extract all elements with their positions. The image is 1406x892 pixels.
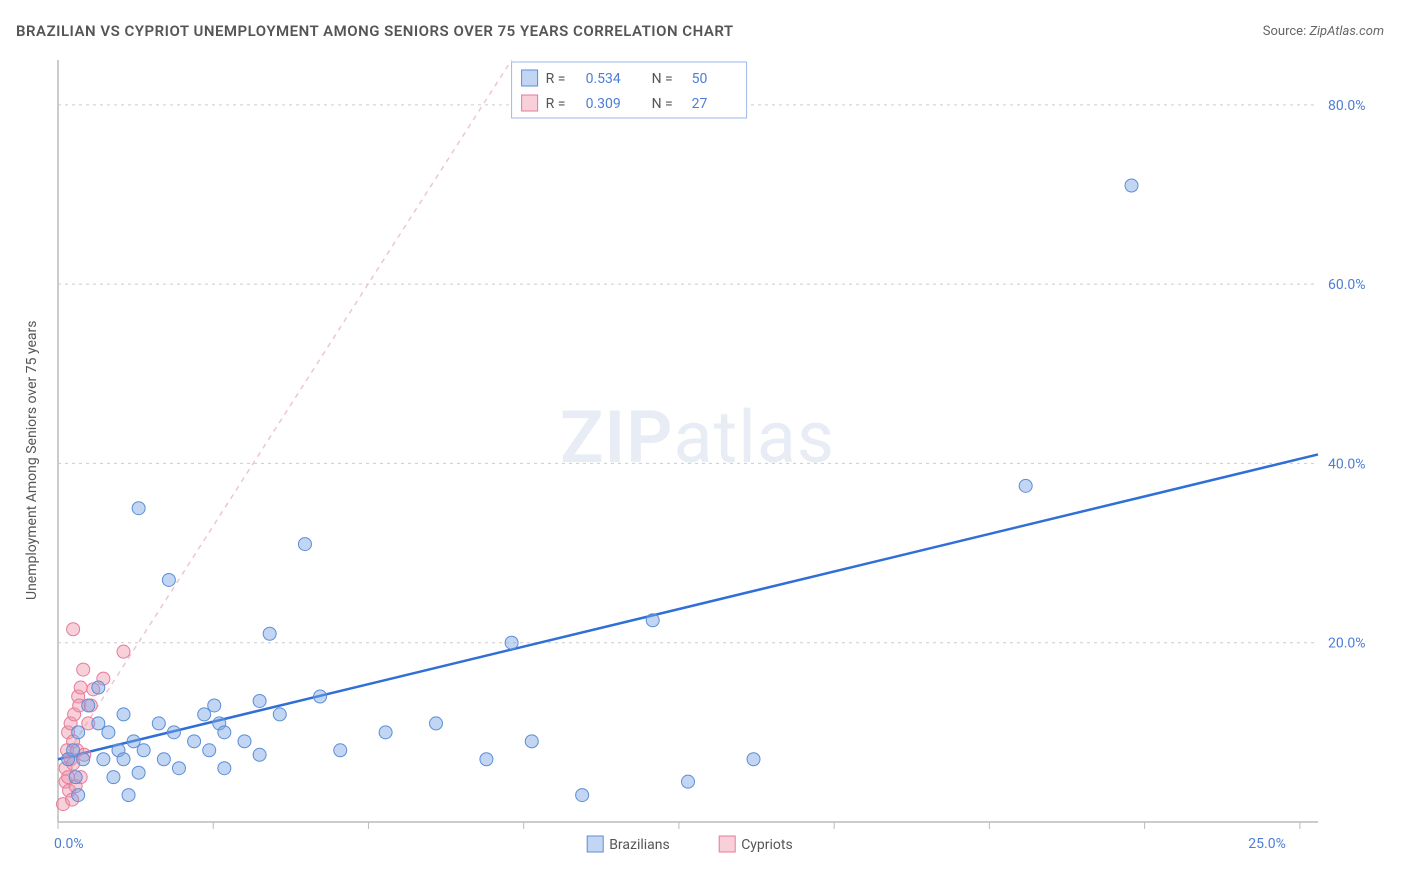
x-tick-label: 0.0%	[54, 836, 84, 852]
data-point	[97, 753, 110, 766]
data-point	[107, 771, 120, 784]
stats-n-value: 50	[692, 71, 708, 87]
y-tick-label: 80.0%	[1328, 98, 1366, 114]
data-point	[117, 645, 130, 658]
legend-label: Brazilians	[609, 837, 670, 853]
data-point	[82, 699, 95, 712]
data-point	[188, 735, 201, 748]
chart-title: BRAZILIAN VS CYPRIOT UNEMPLOYMENT AMONG …	[16, 22, 734, 40]
stats-r-label: R =	[546, 71, 566, 87]
stats-n-label: N =	[652, 71, 673, 87]
data-point	[525, 735, 538, 748]
y-tick-label: 20.0%	[1328, 636, 1366, 652]
stats-r-value: 0.309	[586, 96, 621, 112]
data-point	[263, 627, 276, 640]
data-point	[74, 681, 87, 694]
data-point	[77, 663, 90, 676]
data-point	[72, 726, 85, 739]
data-point	[127, 735, 140, 748]
data-point	[646, 614, 659, 627]
source-name: ZipAtlas.com	[1309, 24, 1384, 39]
stats-r-value: 0.534	[586, 71, 621, 87]
data-point	[137, 744, 150, 757]
data-point	[430, 717, 443, 730]
data-point	[72, 789, 85, 802]
legend-swatch	[719, 836, 735, 852]
stats-n-value: 27	[692, 96, 708, 112]
data-point	[238, 735, 251, 748]
data-point	[273, 708, 286, 721]
data-point	[117, 753, 130, 766]
x-tick-label: 25.0%	[1248, 836, 1286, 852]
data-point	[253, 694, 266, 707]
data-point	[505, 636, 518, 649]
scatter-svg: 20.0% 40.0% 60.0% 80.0% 0.0% 25.0% R = 0.534 N =…	[48, 55, 1388, 862]
data-point	[69, 771, 82, 784]
legend-label: Cypriots	[741, 837, 793, 853]
data-point	[77, 753, 90, 766]
data-point	[576, 789, 589, 802]
data-point	[298, 538, 311, 551]
data-point	[132, 766, 145, 779]
plot-area: 20.0% 40.0% 60.0% 80.0% 0.0% 25.0% R = 0.534 N =…	[48, 55, 1388, 862]
data-point	[314, 690, 327, 703]
y-tick-label: 40.0%	[1328, 456, 1366, 472]
data-point	[1019, 479, 1032, 492]
y-axis-label: Unemployment Among Seniors over 75 years	[24, 321, 40, 601]
data-point	[67, 744, 80, 757]
y-tick-label: 60.0%	[1328, 277, 1366, 293]
data-point	[198, 708, 211, 721]
data-point	[157, 753, 170, 766]
data-point	[162, 573, 175, 586]
data-point	[92, 681, 105, 694]
data-point	[203, 744, 216, 757]
stats-n-label: N =	[652, 96, 673, 112]
data-point	[67, 623, 80, 636]
stats-r-label: R =	[546, 96, 566, 112]
data-point	[117, 708, 130, 721]
data-point	[132, 502, 145, 515]
data-point	[379, 726, 392, 739]
data-point	[152, 717, 165, 730]
source-attribution: Source: ZipAtlas.com	[1263, 24, 1384, 39]
legend-swatch	[587, 836, 603, 852]
data-point	[682, 775, 695, 788]
data-point	[334, 744, 347, 757]
data-point	[218, 762, 231, 775]
source-label: Source:	[1263, 24, 1306, 39]
data-point	[122, 789, 135, 802]
data-point	[218, 726, 231, 739]
data-point	[1125, 179, 1138, 192]
data-point	[167, 726, 180, 739]
data-point	[172, 762, 185, 775]
data-point	[747, 753, 760, 766]
data-point	[253, 748, 266, 761]
data-point	[208, 699, 221, 712]
data-point	[92, 717, 105, 730]
stats-swatch	[522, 70, 538, 86]
data-point	[102, 726, 115, 739]
stats-swatch	[522, 95, 538, 111]
data-point	[480, 753, 493, 766]
